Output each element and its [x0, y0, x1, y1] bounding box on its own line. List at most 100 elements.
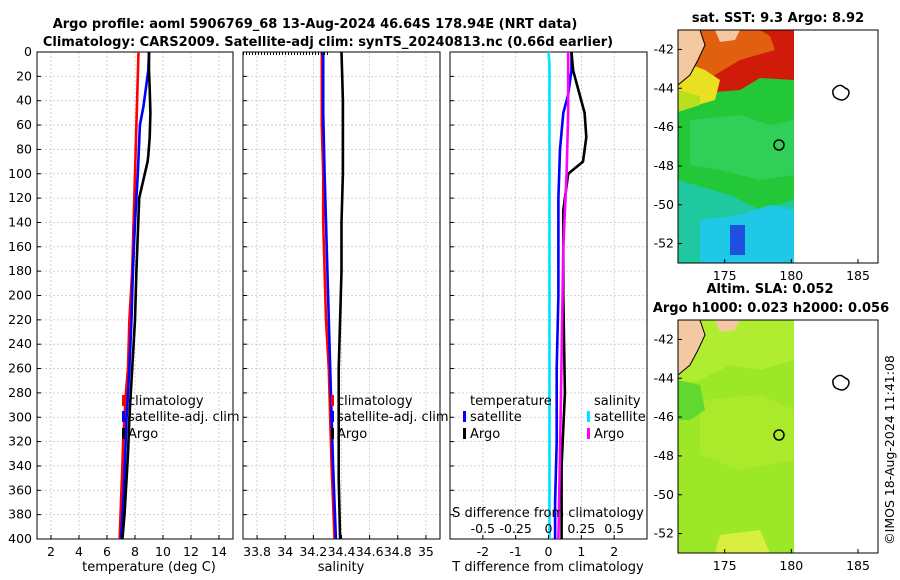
y-tick-label: 220 — [8, 312, 32, 327]
series-line-temperature-argo — [560, 51, 588, 539]
legend-swatch-temp-argo — [463, 428, 466, 439]
legend-label-argo: Argo — [128, 427, 158, 442]
legend-label-sal-satellite: satellite — [594, 410, 646, 425]
x-tick-label: 34 — [277, 544, 293, 559]
x-tick-label: -2 — [477, 544, 489, 559]
chatham-islands-outline — [832, 84, 850, 101]
y-tick-label: 60 — [16, 117, 32, 132]
legend-label-satellite-adj: satellite-adj. clim — [337, 410, 449, 425]
x-tick-label: 35 — [418, 544, 434, 559]
series-line-salinity-satellite — [547, 51, 551, 539]
series-line-climatology — [118, 51, 140, 540]
x-tick-label: 2 — [47, 544, 55, 559]
sla-map-title: Altim. SLA: 0.052 — [707, 282, 834, 297]
y-tick-label: 160 — [8, 239, 32, 254]
salinity-profile-panel: 33.8 34 34.2 34.4 34.6 34.8 35 salinity climat… — [242, 51, 449, 575]
y-tick-label: 80 — [16, 141, 32, 156]
imos-credit: ©IMOS 18-Aug-2024 11:41:08 — [882, 355, 897, 545]
map-y-tick-label: -46 — [654, 119, 674, 134]
y-tick-label: 360 — [8, 482, 32, 497]
x-tick-label: 0 — [545, 544, 553, 559]
x-tick-label: 8 — [131, 544, 139, 559]
legend-swatch-satellite-adj — [122, 411, 125, 422]
series-line-satellite-adj-clim — [321, 52, 338, 540]
y-tick-label: 380 — [8, 507, 32, 522]
x-tick-label: -1 — [509, 544, 521, 559]
map-x-tick-label: 180 — [779, 558, 803, 573]
x2-tick-label: 0 — [545, 521, 553, 536]
x-tick-label: 34.4 — [328, 544, 356, 559]
t-difference-xlabel: T difference from climatology — [451, 560, 644, 575]
y-tick-label: 140 — [8, 214, 32, 229]
y-tick-label: 240 — [8, 336, 32, 351]
map-y-tick-label: -44 — [654, 370, 674, 385]
map-y-tick-label: -42 — [654, 331, 674, 346]
sla-map-panel: Altim. SLA: 0.052 Argo h1000: 0.023 h200… — [653, 282, 889, 573]
map-x-tick-label: 185 — [846, 558, 870, 573]
legend-label-climatology: climatology — [128, 394, 204, 409]
y-tick-label: 20 — [16, 68, 32, 83]
sst-map-title: sat. SST: 9.3 Argo: 8.92 — [692, 11, 864, 26]
x-tick-label: 1 — [577, 544, 585, 559]
x-tick-label: 34.6 — [356, 544, 384, 559]
y-tick-label: 40 — [16, 93, 32, 108]
x-tick-label: 2 — [610, 544, 618, 559]
map-x-tick-label: 175 — [713, 268, 737, 283]
argo-position-marker — [773, 429, 785, 441]
legend-swatch-satellite-adj — [331, 411, 334, 422]
sst-map-blank-area — [794, 30, 878, 263]
map-y-tick-label: -44 — [654, 80, 674, 95]
s-difference-xlabel: S difference from climatology — [452, 506, 644, 521]
legend-swatch-sal-satellite — [587, 411, 590, 422]
sla-map-subtitle: Argo h1000: 0.023 h2000: 0.056 — [653, 301, 889, 316]
y-tick-label: 400 — [8, 531, 32, 546]
legend-swatch-argo — [331, 428, 334, 439]
legend-swatch-argo — [122, 428, 125, 439]
y-tick-label: 120 — [8, 190, 32, 205]
map-x-tick-label: 175 — [713, 558, 737, 573]
x2-tick-label: 0.5 — [604, 521, 624, 536]
x-tick-label: 12 — [183, 544, 199, 559]
map-x-tick-label: 185 — [846, 268, 870, 283]
y-tick-label: 200 — [8, 288, 32, 303]
temperature-legend: climatology satellite-adj. clim Argo — [122, 394, 240, 442]
sla-field — [678, 320, 794, 553]
series-line-salinity-argo — [557, 52, 570, 540]
temperature-profile-panel: 2 4 6 8 10 12 14020406080100120140160180200220… — [8, 44, 239, 575]
x-tick-label: 14 — [211, 544, 227, 559]
argo-position-marker — [773, 139, 785, 151]
map-y-tick-label: -52 — [654, 236, 674, 251]
map-y-tick-label: -48 — [654, 448, 674, 463]
y-tick-label: 300 — [8, 409, 32, 424]
map-y-tick-label: -46 — [654, 409, 674, 424]
figure-title-line1: Argo profile: aoml 5906769_68 13-Aug-202… — [53, 17, 578, 32]
x2-tick-label: -0.25 — [499, 521, 531, 536]
map-y-tick-label: -52 — [654, 526, 674, 541]
legend-label-satellite-adj: satellite-adj. clim — [128, 410, 240, 425]
legend-label-temp-argo: Argo — [470, 427, 500, 442]
series-line-argo — [337, 51, 345, 540]
y-tick-label: 0 — [24, 44, 32, 59]
series-line-climatology — [320, 52, 336, 540]
x2-tick-label: -0.5 — [471, 521, 495, 536]
legend-label-temp-satellite: satellite — [470, 410, 522, 425]
x-tick-label: 6 — [103, 544, 111, 559]
sst-field — [678, 30, 794, 263]
legend-label-argo: Argo — [337, 427, 367, 442]
chatham-islands-outline — [832, 374, 850, 391]
series-line-satellite-adj-clim — [119, 51, 151, 540]
map-y-tick-label: -42 — [654, 41, 674, 56]
series-line-argo — [121, 52, 152, 540]
x-tick-label: 10 — [155, 544, 171, 559]
x-tick-label: 34.2 — [299, 544, 327, 559]
difference-profile-panel: -2 -1 0 1 2 -0.5 -0.25 0 0.25 0.5 T difference fr… — [449, 51, 648, 575]
y-tick-label: 320 — [8, 434, 32, 449]
legend-label-climatology: climatology — [337, 394, 413, 409]
x-tick-label: 4 — [75, 544, 83, 559]
legend-swatch-climatology — [331, 395, 334, 406]
y-tick-label: 280 — [8, 385, 32, 400]
y-tick-label: 100 — [8, 166, 32, 181]
sst-map-panel: sat. SST: 9.3 Argo: 8.92 175 180 185 -42 -44… — [654, 11, 879, 283]
legend-label-sal-argo: Argo — [594, 427, 624, 442]
